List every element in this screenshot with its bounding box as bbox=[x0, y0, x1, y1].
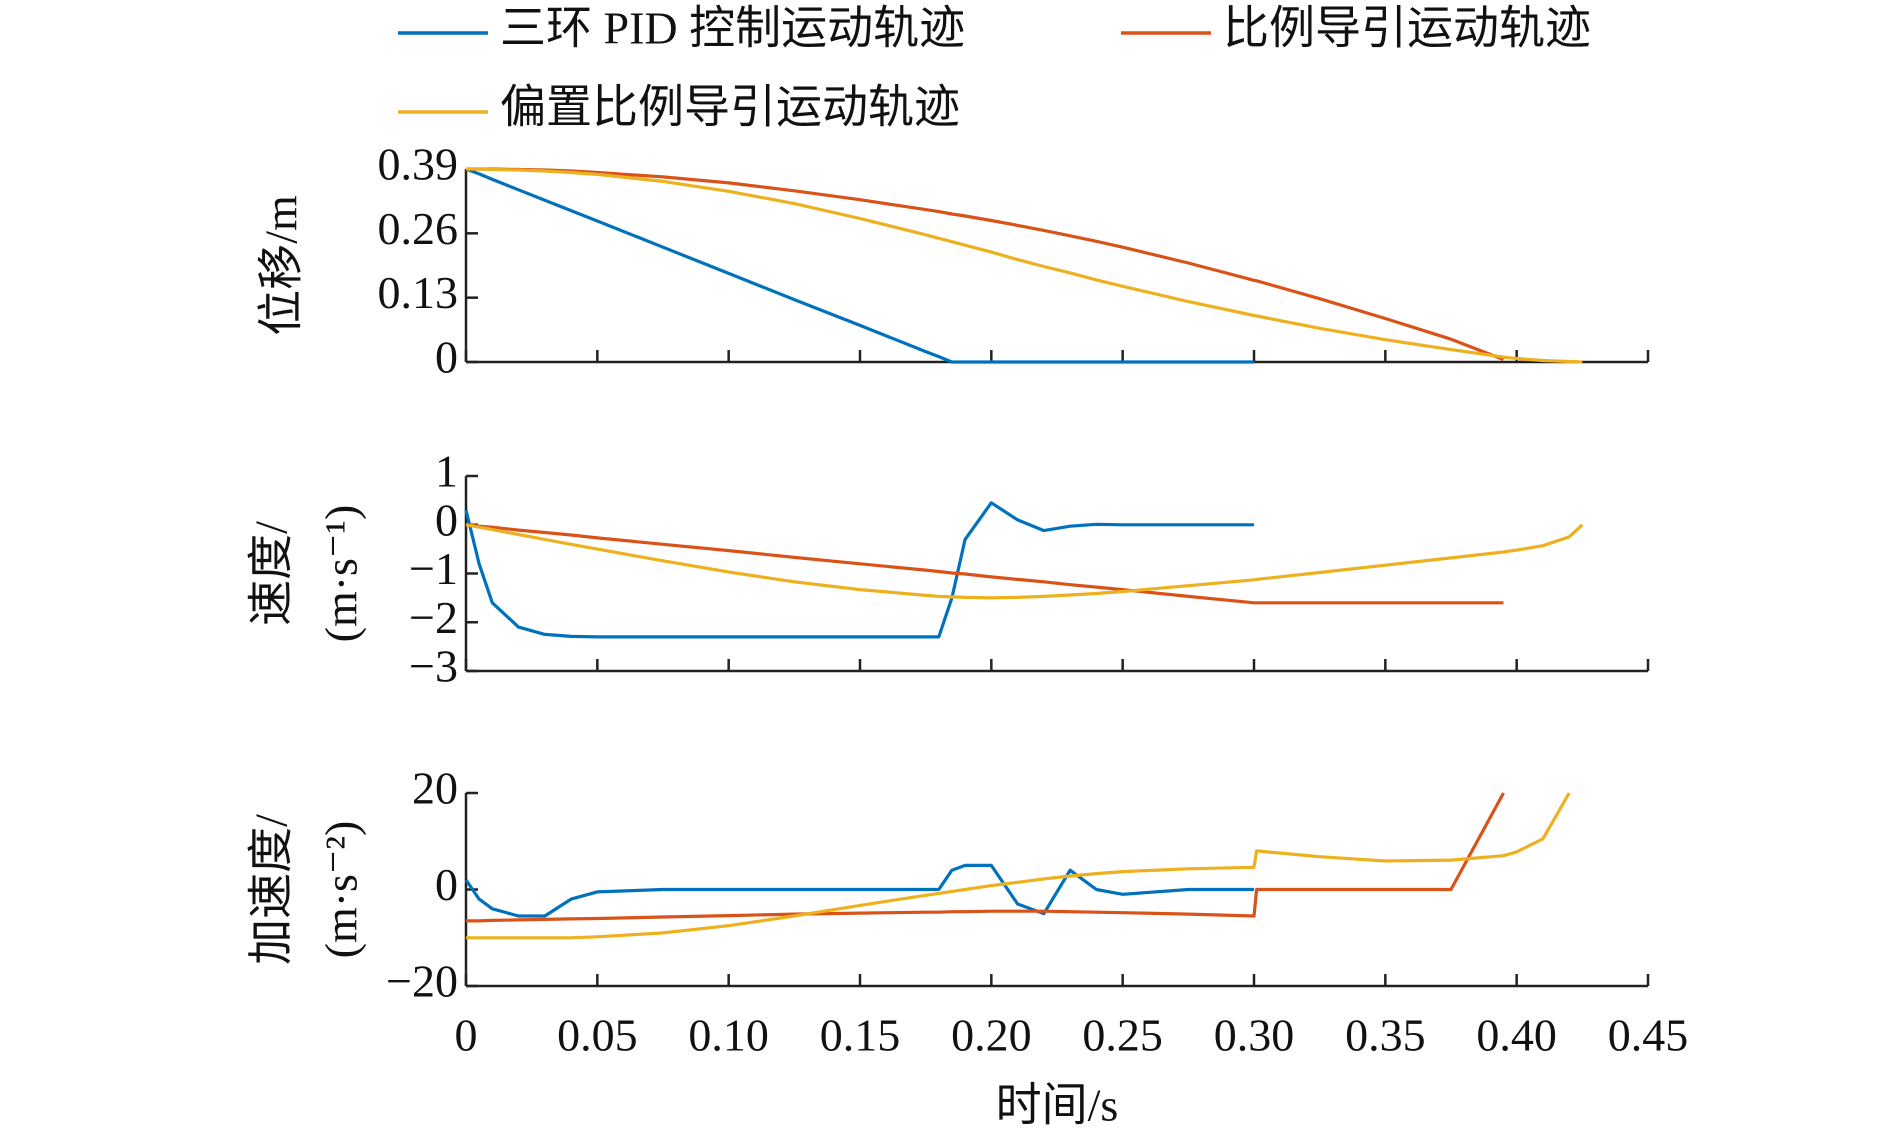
y-tick-label: −20 bbox=[386, 956, 458, 1007]
legend-label: 比例导引运动轨迹 bbox=[1223, 3, 1591, 54]
series-line bbox=[465, 523, 1584, 600]
series-line bbox=[464, 501, 1254, 639]
y-tick-label: −2 bbox=[409, 592, 458, 643]
x-tick-label: 0.25 bbox=[1082, 1010, 1163, 1061]
series-line bbox=[465, 167, 1254, 364]
x-tick-label: 0.35 bbox=[1345, 1010, 1426, 1061]
y-tick-label: 0.39 bbox=[378, 139, 459, 190]
legend-label: 三环 PID 控制运动轨迹 bbox=[500, 3, 965, 54]
y-tick-label: −1 bbox=[409, 543, 458, 594]
series-line bbox=[466, 167, 1505, 361]
y-tick-label: 1 bbox=[435, 446, 458, 497]
y-tick-label: 0 bbox=[435, 332, 458, 383]
series-line bbox=[466, 167, 1583, 364]
y-tick-label: 20 bbox=[412, 763, 458, 814]
y-tick-label: 0.26 bbox=[378, 203, 459, 254]
x-tick-label: 0.40 bbox=[1476, 1010, 1557, 1061]
y-tick-label: 0 bbox=[435, 494, 458, 545]
x-tick-label: 0.30 bbox=[1214, 1010, 1295, 1061]
legend-label: 偏置比例导引运动轨迹 bbox=[500, 82, 960, 133]
y-axis-label: (m·s⁻²) bbox=[316, 821, 367, 959]
x-tick-label: 0.05 bbox=[557, 1010, 638, 1061]
series-line bbox=[464, 863, 1254, 918]
series-line bbox=[466, 792, 1505, 923]
x-tick-label: 0.15 bbox=[820, 1010, 901, 1061]
x-tick-label: 0 bbox=[455, 1010, 478, 1061]
y-axis-label: (m·s⁻¹) bbox=[316, 505, 367, 643]
y-axis-label: 加速度/ bbox=[246, 814, 297, 965]
y-tick-label: 0.13 bbox=[378, 267, 459, 318]
y-axis-label: 速度/ bbox=[246, 521, 297, 626]
y-axis-label: 位移/m bbox=[256, 195, 307, 336]
y-tick-label: −3 bbox=[409, 641, 458, 692]
x-tick-label: 0.10 bbox=[688, 1010, 769, 1061]
series-line bbox=[465, 523, 1504, 605]
x-tick-label: 0.45 bbox=[1608, 1010, 1689, 1061]
series-line bbox=[466, 792, 1571, 940]
x-tick-label: 0.20 bbox=[951, 1010, 1032, 1061]
y-tick-label: 0 bbox=[435, 859, 458, 910]
x-axis-label: 时间/s bbox=[996, 1080, 1119, 1131]
